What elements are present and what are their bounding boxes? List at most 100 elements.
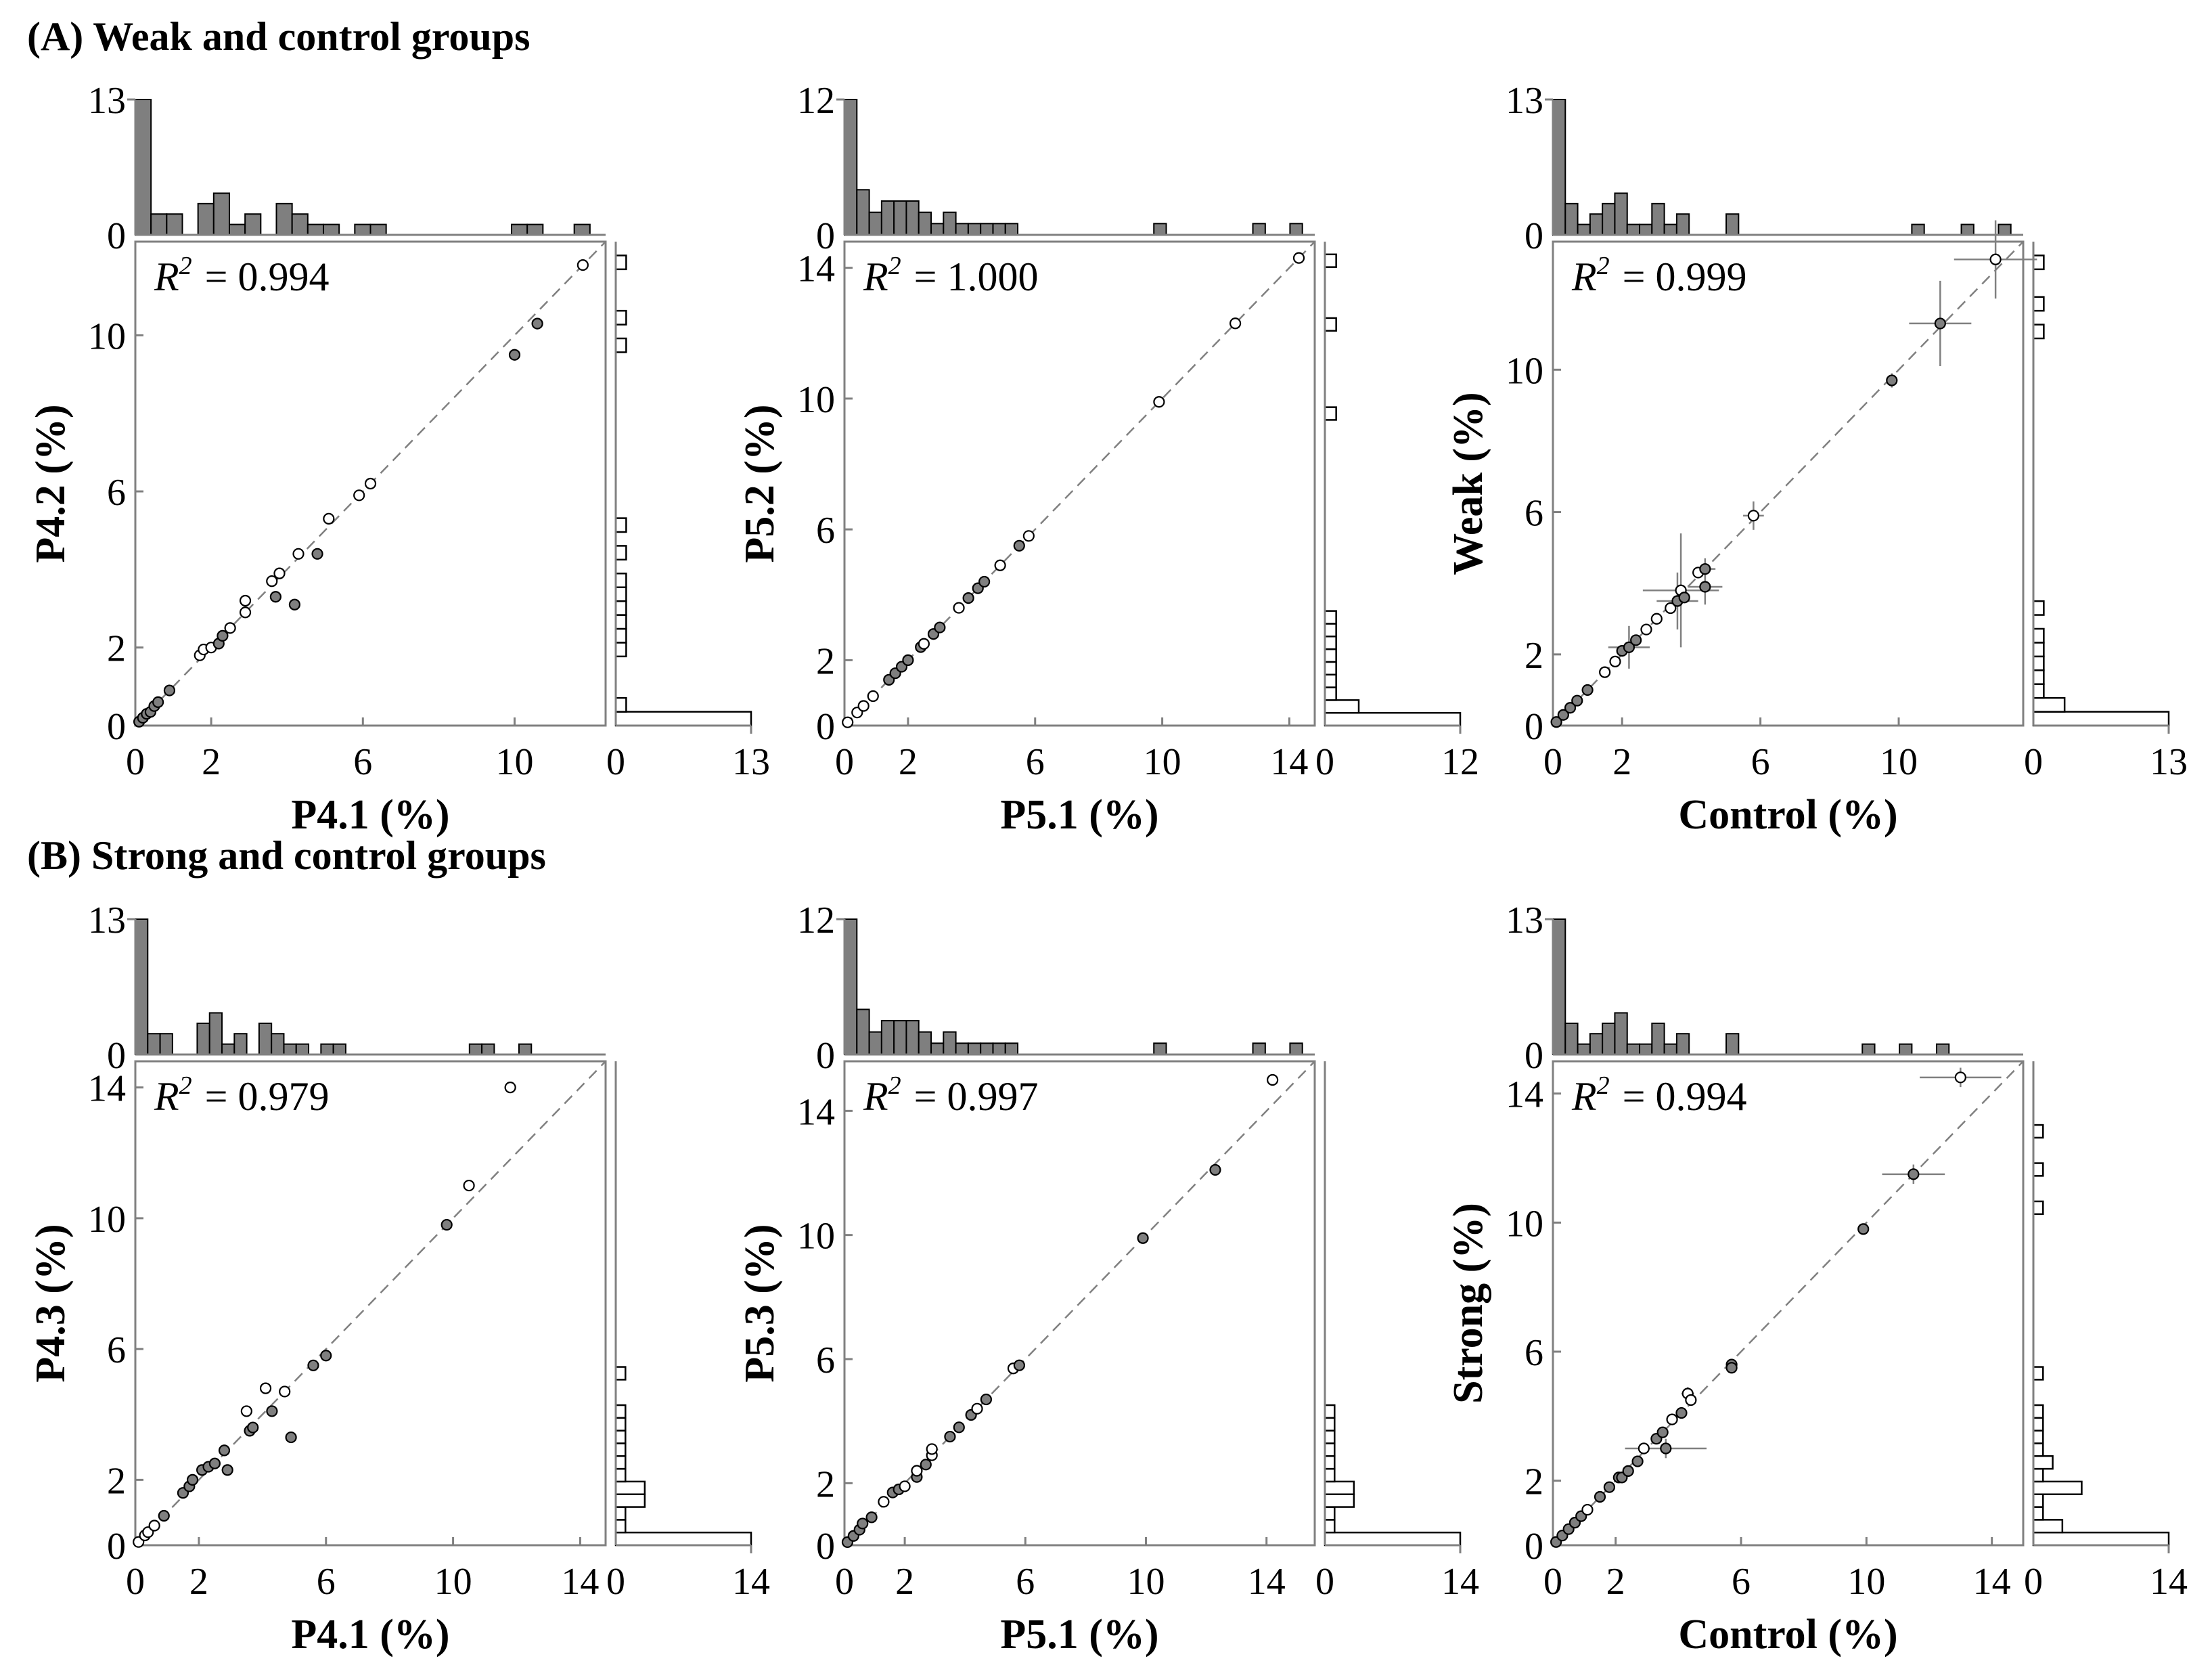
filled-data-point: [865, 1511, 878, 1524]
right-hist-bar: [614, 586, 627, 602]
y-tick-label: 14: [88, 1068, 126, 1110]
top-hist-max-label: 13: [1506, 80, 1543, 122]
filled-data-point: [1013, 1359, 1025, 1371]
right-hist-bar: [614, 711, 752, 727]
right-hist-bar: [2032, 1480, 2083, 1495]
top-hist-bar: [1651, 1022, 1665, 1056]
top-hist-max-label: 12: [797, 900, 835, 941]
top-hist-bar: [893, 200, 907, 236]
right-hist-bar: [1324, 1404, 1336, 1419]
top-hist-bar: [468, 1043, 483, 1055]
top-hist-bar: [856, 189, 870, 236]
x-tick-label: 10: [1144, 741, 1181, 783]
y-tick-label: 2: [816, 640, 835, 682]
open-data-point: [1229, 317, 1242, 330]
section-b-title: (B) Strong and control groups: [27, 833, 546, 878]
x-tick-label: 10: [495, 741, 533, 783]
filled-data-point: [953, 1421, 965, 1434]
top-histogram: 13 0: [1506, 80, 2023, 257]
top-hist-bar: [323, 223, 340, 236]
x-axis-label: P5.1 (%): [1000, 1612, 1158, 1658]
filled-data-point: [221, 1464, 233, 1476]
open-data-point: [867, 690, 879, 703]
top-hist-bar: [147, 1033, 161, 1055]
top-hist-bar: [275, 202, 293, 236]
y-tick-label: 14: [797, 1091, 835, 1133]
filled-data-point: [944, 1430, 956, 1443]
x-tick-label: 6: [1732, 1561, 1751, 1603]
x-axis-label: P4.1 (%): [291, 1612, 449, 1658]
top-hist-bar: [1289, 223, 1303, 236]
y-tick-label: 10: [797, 1216, 835, 1258]
right-hist-bar: [614, 696, 627, 713]
top-hist-bar: [930, 1042, 945, 1056]
right-hist-bar: [2032, 296, 2045, 312]
right-hist-bar: [2032, 669, 2045, 685]
right-hist-bar: [1324, 636, 1337, 650]
filled-data-point: [288, 598, 301, 611]
section-a-title: (A) Weak and control groups: [27, 14, 531, 59]
open-data-point: [926, 1443, 938, 1455]
filled-data-point: [1557, 709, 1569, 721]
y-tick-label: 0: [1525, 706, 1543, 748]
r-squared-value: = 0.994: [195, 254, 330, 299]
x-tick-label: 0: [835, 1561, 854, 1603]
open-data-point: [1609, 655, 1621, 667]
top-hist-bar: [955, 1042, 969, 1056]
y-axis-label: P4.2 (%): [28, 404, 74, 562]
filled-data-point: [1581, 684, 1594, 696]
right-hist-zero-label: 0: [2024, 741, 2043, 783]
top-histogram: 12 0: [797, 80, 1315, 257]
right-hist-bar: [614, 545, 627, 561]
right-hist-bar: [1324, 1417, 1336, 1432]
filled-data-point: [934, 621, 946, 634]
open-data-point: [1581, 1503, 1594, 1516]
top-hist-bar: [1564, 1022, 1579, 1056]
x-tick-label: 2: [202, 741, 221, 783]
open-data-point: [259, 1382, 272, 1394]
r-squared-label: R2 = 1.000: [863, 252, 1039, 299]
top-hist-bar: [918, 1031, 932, 1055]
right-hist-bar: [2032, 1417, 2044, 1432]
top-hist-bar: [893, 1020, 907, 1055]
top-hist-zero-label: 0: [1525, 215, 1543, 257]
y-axis-label: Strong (%): [1445, 1203, 1491, 1404]
y-tick-label: 0: [816, 1526, 835, 1568]
top-hist-bar: [1153, 223, 1167, 236]
right-histogram: 0 13: [606, 242, 770, 783]
top-hist-bar: [233, 1033, 248, 1055]
filled-data-point: [1209, 1163, 1221, 1176]
y-tick-label: 14: [797, 248, 835, 290]
filled-data-point: [1908, 1168, 1920, 1180]
y-axis-label: P5.3 (%): [737, 1224, 783, 1382]
right-hist-bar: [2032, 1493, 2044, 1508]
r-exponent: 2: [888, 252, 901, 280]
plot-frame: [1552, 1060, 2025, 1547]
right-histogram: 0 14: [606, 1061, 770, 1603]
plot-frame: [134, 1060, 607, 1547]
x-tick-label: 0: [835, 741, 854, 783]
right-hist-bar: [1324, 1519, 1336, 1534]
r-exponent: 2: [888, 1071, 901, 1100]
top-hist-bar: [135, 918, 149, 1055]
open-data-point: [1954, 1071, 1966, 1084]
r-squared-value: = 0.997: [904, 1074, 1039, 1119]
filled-data-point: [152, 696, 164, 709]
right-hist-bar: [1324, 661, 1337, 675]
top-hist-bar: [208, 1012, 223, 1056]
open-data-point: [292, 548, 304, 560]
open-data-point: [1292, 252, 1305, 264]
open-data-point: [1666, 1413, 1678, 1425]
right-hist-bar: [614, 1417, 627, 1432]
right-hist-max-label: 14: [2150, 1561, 2188, 1603]
identity-line: [1552, 1061, 2024, 1546]
top-hist-bar: [844, 918, 858, 1055]
right-hist-bar: [1324, 1506, 1336, 1521]
top-hist-bar: [943, 1031, 957, 1055]
filled-data-point: [1550, 716, 1562, 728]
top-hist-bar: [1602, 202, 1616, 236]
right-hist-bar: [1324, 610, 1337, 625]
open-data-point: [353, 489, 365, 502]
